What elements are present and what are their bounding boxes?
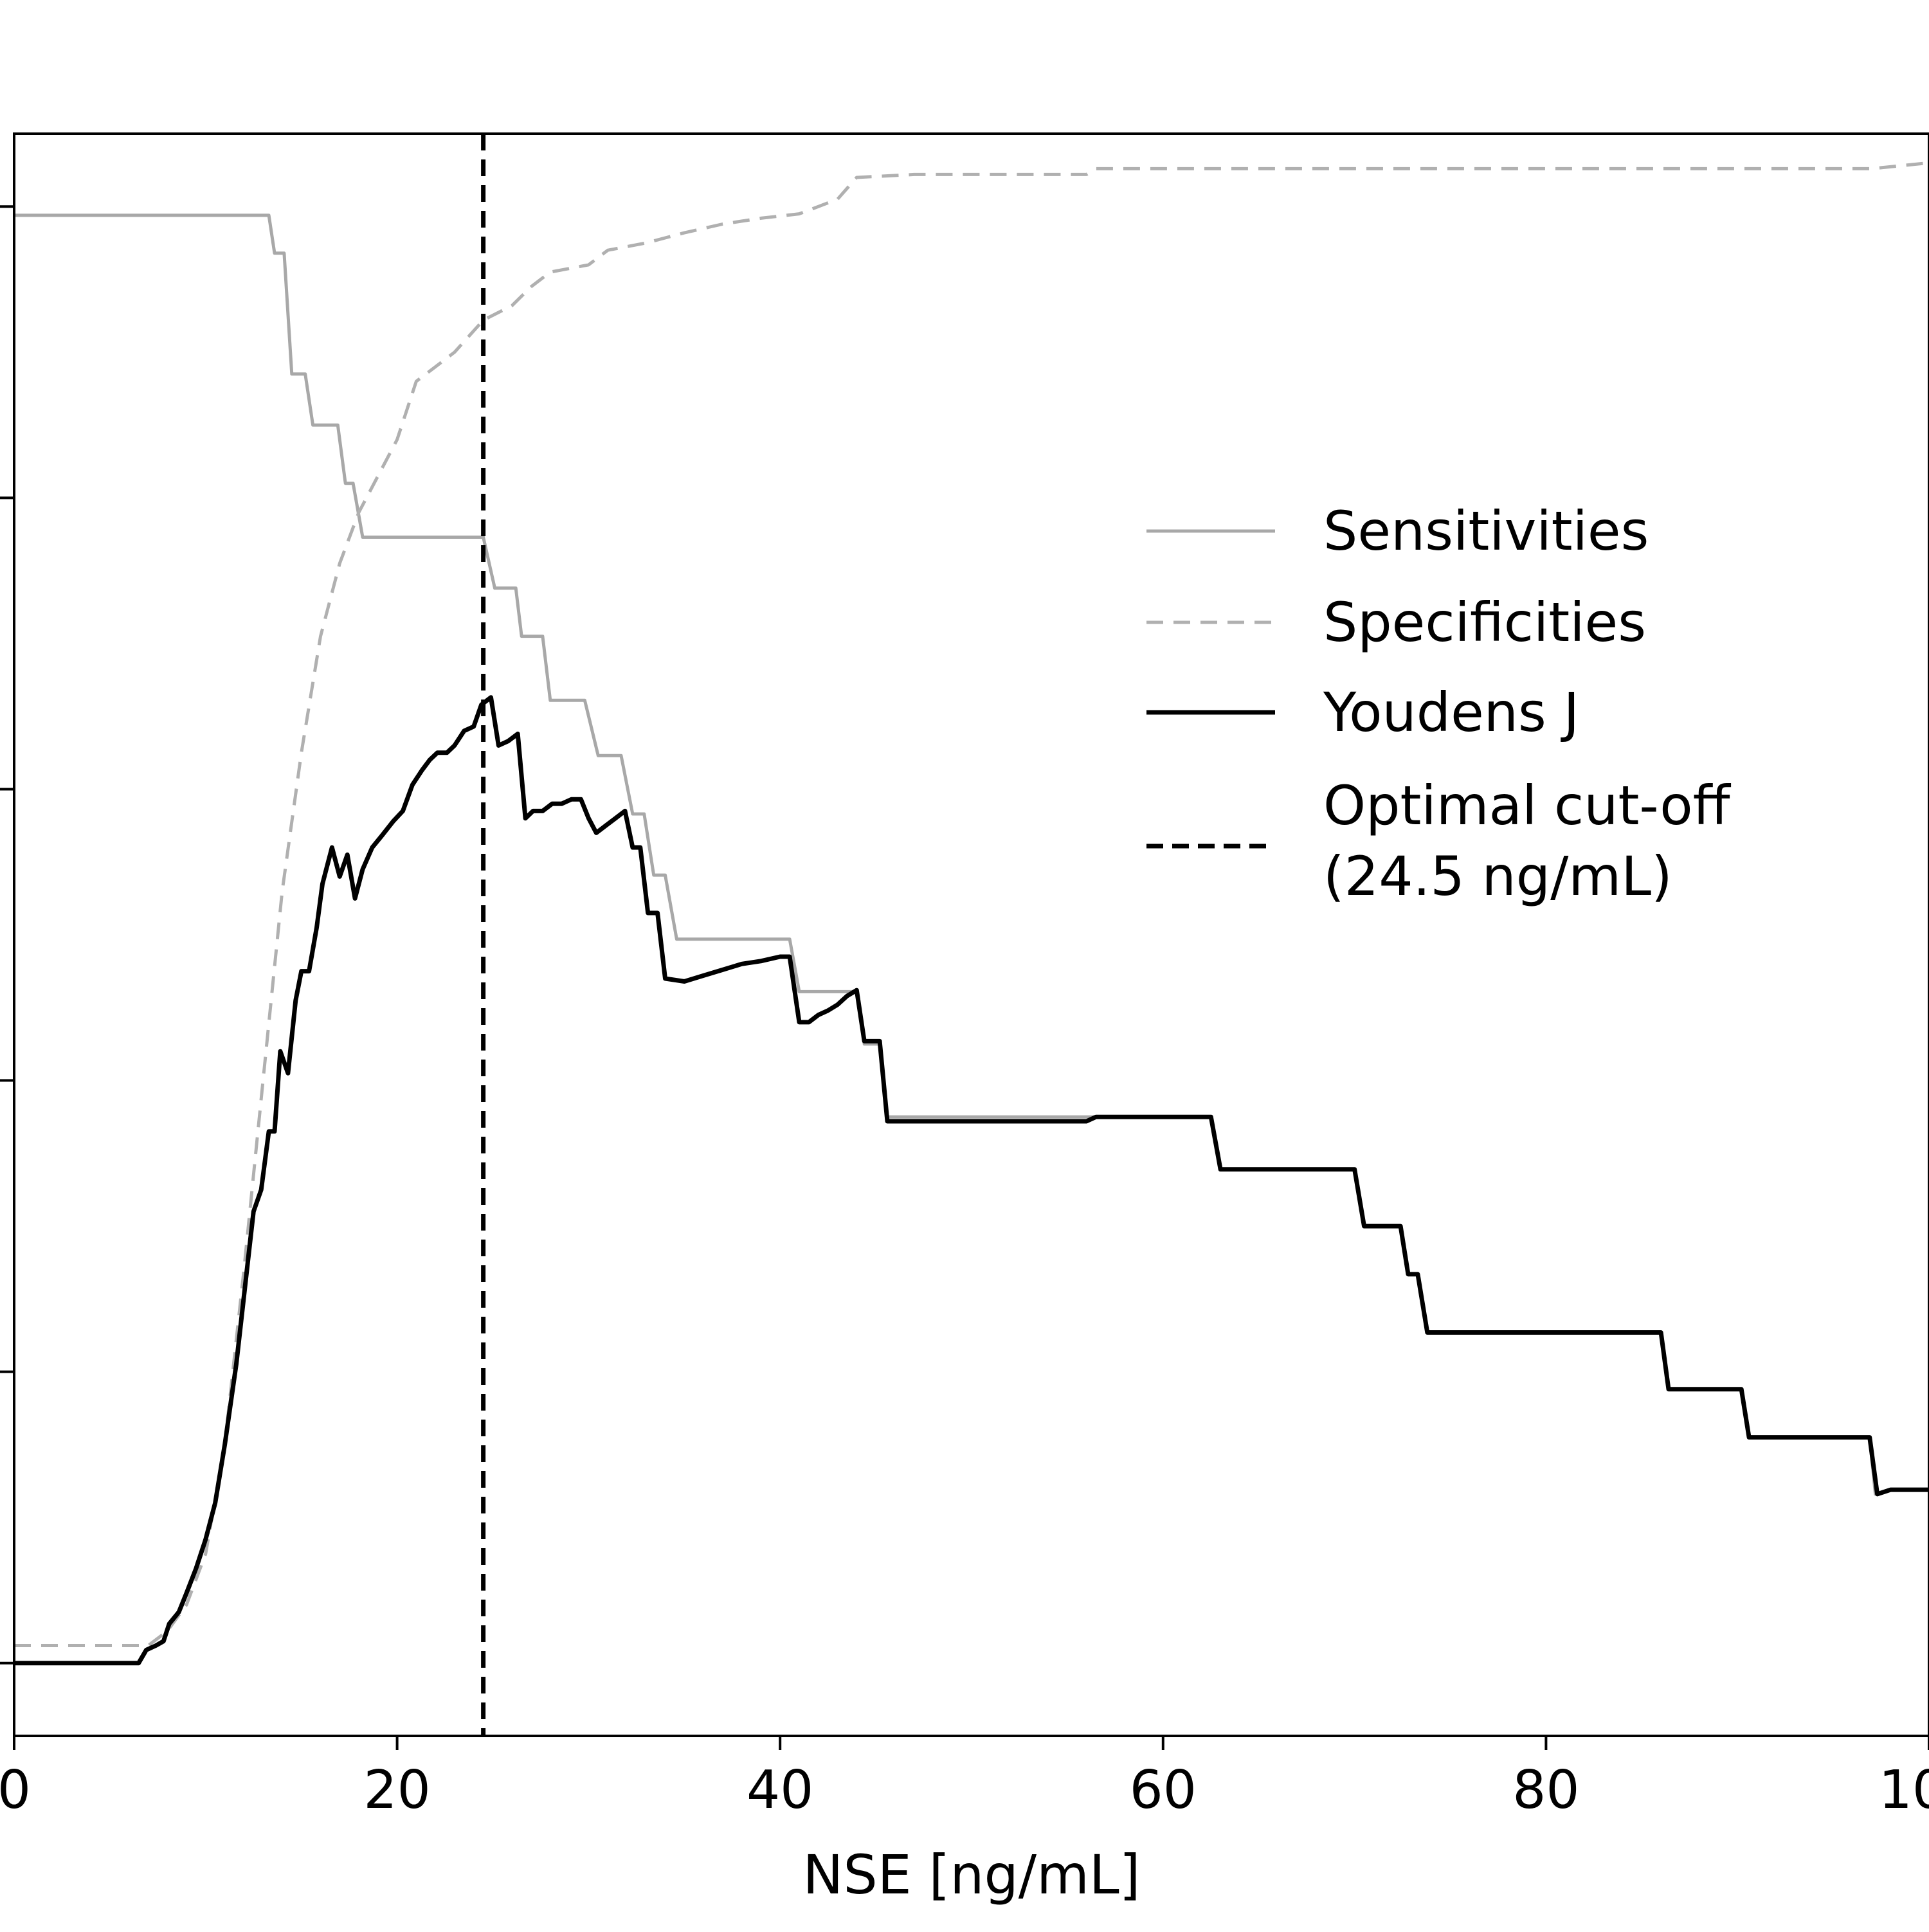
axes-group: 0 20 40 60 80 100 <box>0 205 1929 1821</box>
x-tick-label: 40 <box>747 1760 813 1821</box>
legend-label: Sensitivities <box>1323 500 1649 563</box>
x-tick-label: 60 <box>1130 1760 1197 1821</box>
plot-frame <box>13 132 1929 1737</box>
series-line-specificities <box>14 161 1929 1647</box>
x-tick-label: 80 <box>1512 1760 1579 1821</box>
x-tick-label: 100 <box>1879 1760 1929 1821</box>
series-line-youdens-j <box>14 695 1929 1666</box>
x-tick-label: 0 <box>0 1760 31 1821</box>
legend-label: Specificities <box>1323 591 1646 654</box>
series-group <box>14 161 1929 1666</box>
legend-label: Optimal cut-off <box>1323 774 1732 837</box>
x-axis-label: NSE [ng/mL] <box>803 1843 1141 1906</box>
x-tick-label: 20 <box>363 1760 430 1821</box>
legend-label-line2: (24.5 ng/mL) <box>1323 845 1672 908</box>
legend-label: Youdens J <box>1323 681 1579 744</box>
legend: Sensitivities Specificities Youdens J Optim… <box>1146 500 1732 908</box>
